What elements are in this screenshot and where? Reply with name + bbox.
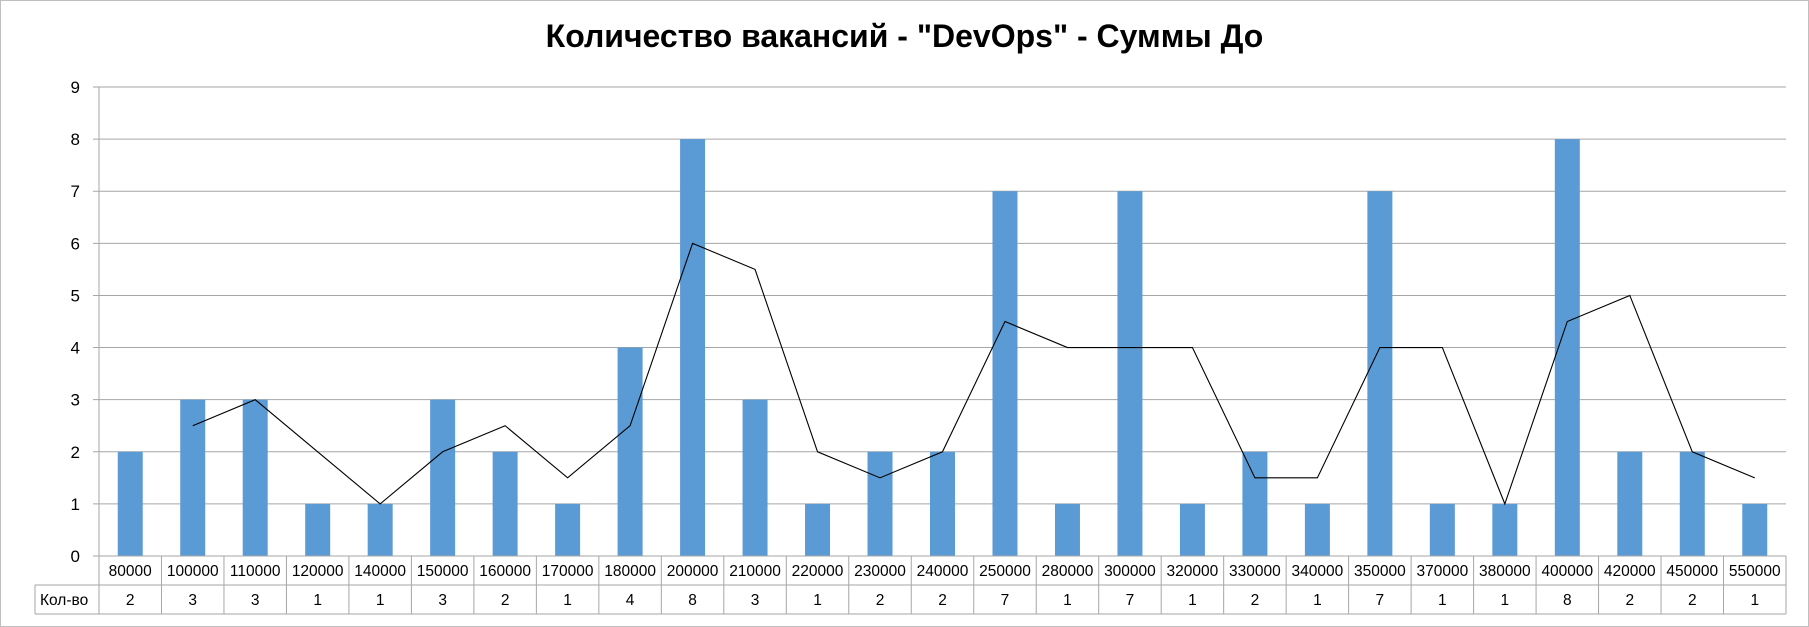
table-value: 2 bbox=[876, 592, 885, 609]
x-tick-label: 330000 bbox=[1229, 563, 1281, 580]
bar bbox=[492, 451, 518, 556]
y-tick-label: 4 bbox=[71, 339, 80, 358]
bar bbox=[867, 451, 893, 556]
bar bbox=[305, 503, 331, 556]
y-tick-label: 3 bbox=[71, 391, 80, 410]
table-value: 1 bbox=[1313, 592, 1322, 609]
table-value: 7 bbox=[1001, 592, 1010, 609]
table-value: 7 bbox=[1376, 592, 1385, 609]
bar bbox=[1492, 503, 1518, 556]
bar bbox=[992, 191, 1018, 556]
bar bbox=[1429, 503, 1455, 556]
bar bbox=[1554, 139, 1580, 556]
x-tick-label: 370000 bbox=[1416, 563, 1468, 580]
y-axis: 0 1 2 3 4 5 6 7 8 9 bbox=[71, 78, 100, 566]
bar bbox=[242, 399, 268, 556]
table-value: 1 bbox=[1501, 592, 1510, 609]
bar bbox=[1304, 503, 1330, 556]
bar bbox=[430, 399, 456, 556]
bar bbox=[680, 139, 706, 556]
x-tick-label: 200000 bbox=[667, 563, 719, 580]
table-value: 2 bbox=[1688, 592, 1697, 609]
bar bbox=[805, 503, 831, 556]
trend-line-series bbox=[192, 242, 1755, 506]
data-table: Кол-во 80000 2 100000 3 110000 3 120000 1 140000 1… bbox=[34, 555, 1787, 615]
table-value: 1 bbox=[1188, 592, 1197, 609]
x-tick-label: 180000 bbox=[604, 563, 656, 580]
y-tick-label: 7 bbox=[71, 182, 80, 201]
x-tick-label: 320000 bbox=[1167, 563, 1219, 580]
table-row-label: Кол-во bbox=[40, 592, 88, 609]
bar bbox=[617, 347, 643, 556]
bar bbox=[117, 451, 143, 556]
bar bbox=[1054, 503, 1080, 556]
x-tick-label: 170000 bbox=[542, 563, 594, 580]
bar bbox=[1179, 503, 1205, 556]
x-tick-label: 380000 bbox=[1479, 563, 1531, 580]
bar bbox=[1367, 191, 1393, 556]
table-value: 2 bbox=[938, 592, 947, 609]
table-value: 3 bbox=[751, 592, 760, 609]
x-tick-label: 120000 bbox=[292, 563, 344, 580]
table-value: 1 bbox=[813, 592, 822, 609]
bar-series bbox=[117, 139, 1768, 556]
table-value: 7 bbox=[1126, 592, 1135, 609]
bar bbox=[555, 503, 581, 556]
x-tick-label: 240000 bbox=[917, 563, 969, 580]
x-tick-label: 110000 bbox=[230, 563, 281, 580]
bar bbox=[1117, 191, 1143, 556]
x-tick-label: 80000 bbox=[109, 563, 152, 580]
y-tick-label: 8 bbox=[71, 130, 80, 149]
bar bbox=[1617, 451, 1643, 556]
y-tick-label: 2 bbox=[71, 443, 80, 462]
table-value: 2 bbox=[1625, 592, 1634, 609]
x-tick-label: 220000 bbox=[792, 563, 844, 580]
x-tick-label: 300000 bbox=[1104, 563, 1156, 580]
x-tick-label: 150000 bbox=[417, 563, 469, 580]
y-tick-label: 1 bbox=[71, 495, 80, 514]
table-value: 8 bbox=[1563, 592, 1572, 609]
y-tick-label: 6 bbox=[71, 234, 80, 253]
table-value: 1 bbox=[376, 592, 385, 609]
x-tick-label: 350000 bbox=[1354, 563, 1406, 580]
table-value: 2 bbox=[501, 592, 510, 609]
y-tick-label: 9 bbox=[71, 78, 80, 97]
x-tick-label: 230000 bbox=[854, 563, 906, 580]
bar bbox=[180, 399, 206, 556]
table-value: 1 bbox=[563, 592, 572, 609]
x-tick-label: 210000 bbox=[729, 563, 781, 580]
x-tick-label: 420000 bbox=[1604, 563, 1656, 580]
bar bbox=[1679, 451, 1705, 556]
x-tick-label: 100000 bbox=[167, 563, 219, 580]
x-tick-label: 250000 bbox=[979, 563, 1031, 580]
table-value: 1 bbox=[1438, 592, 1447, 609]
table-value: 3 bbox=[251, 592, 260, 609]
table-value: 3 bbox=[438, 592, 447, 609]
x-tick-label: 450000 bbox=[1666, 563, 1718, 580]
table-value: 2 bbox=[126, 592, 135, 609]
y-tick-label: 0 bbox=[71, 547, 80, 566]
bar bbox=[1242, 451, 1268, 556]
chart-title: Количество вакансий - "DevOps" - Суммы Д… bbox=[545, 18, 1264, 54]
bar bbox=[742, 399, 768, 556]
table-value: 1 bbox=[1750, 592, 1759, 609]
x-tick-label: 140000 bbox=[354, 563, 406, 580]
trend-line bbox=[192, 242, 1755, 506]
table-value: 4 bbox=[626, 592, 635, 609]
bar bbox=[1742, 503, 1768, 556]
table-value: 8 bbox=[688, 592, 697, 609]
bar bbox=[930, 451, 955, 556]
x-tick-label: 550000 bbox=[1729, 563, 1781, 580]
y-tick-label: 5 bbox=[71, 286, 80, 305]
table-value: 3 bbox=[188, 592, 197, 609]
table-value: 1 bbox=[1063, 592, 1072, 609]
x-tick-label: 340000 bbox=[1292, 563, 1344, 580]
bar bbox=[367, 503, 393, 556]
table-value: 1 bbox=[313, 592, 322, 609]
x-tick-label: 400000 bbox=[1541, 563, 1593, 580]
table-value: 2 bbox=[1251, 592, 1260, 609]
x-tick-label: 280000 bbox=[1042, 563, 1094, 580]
x-tick-label: 160000 bbox=[479, 563, 531, 580]
